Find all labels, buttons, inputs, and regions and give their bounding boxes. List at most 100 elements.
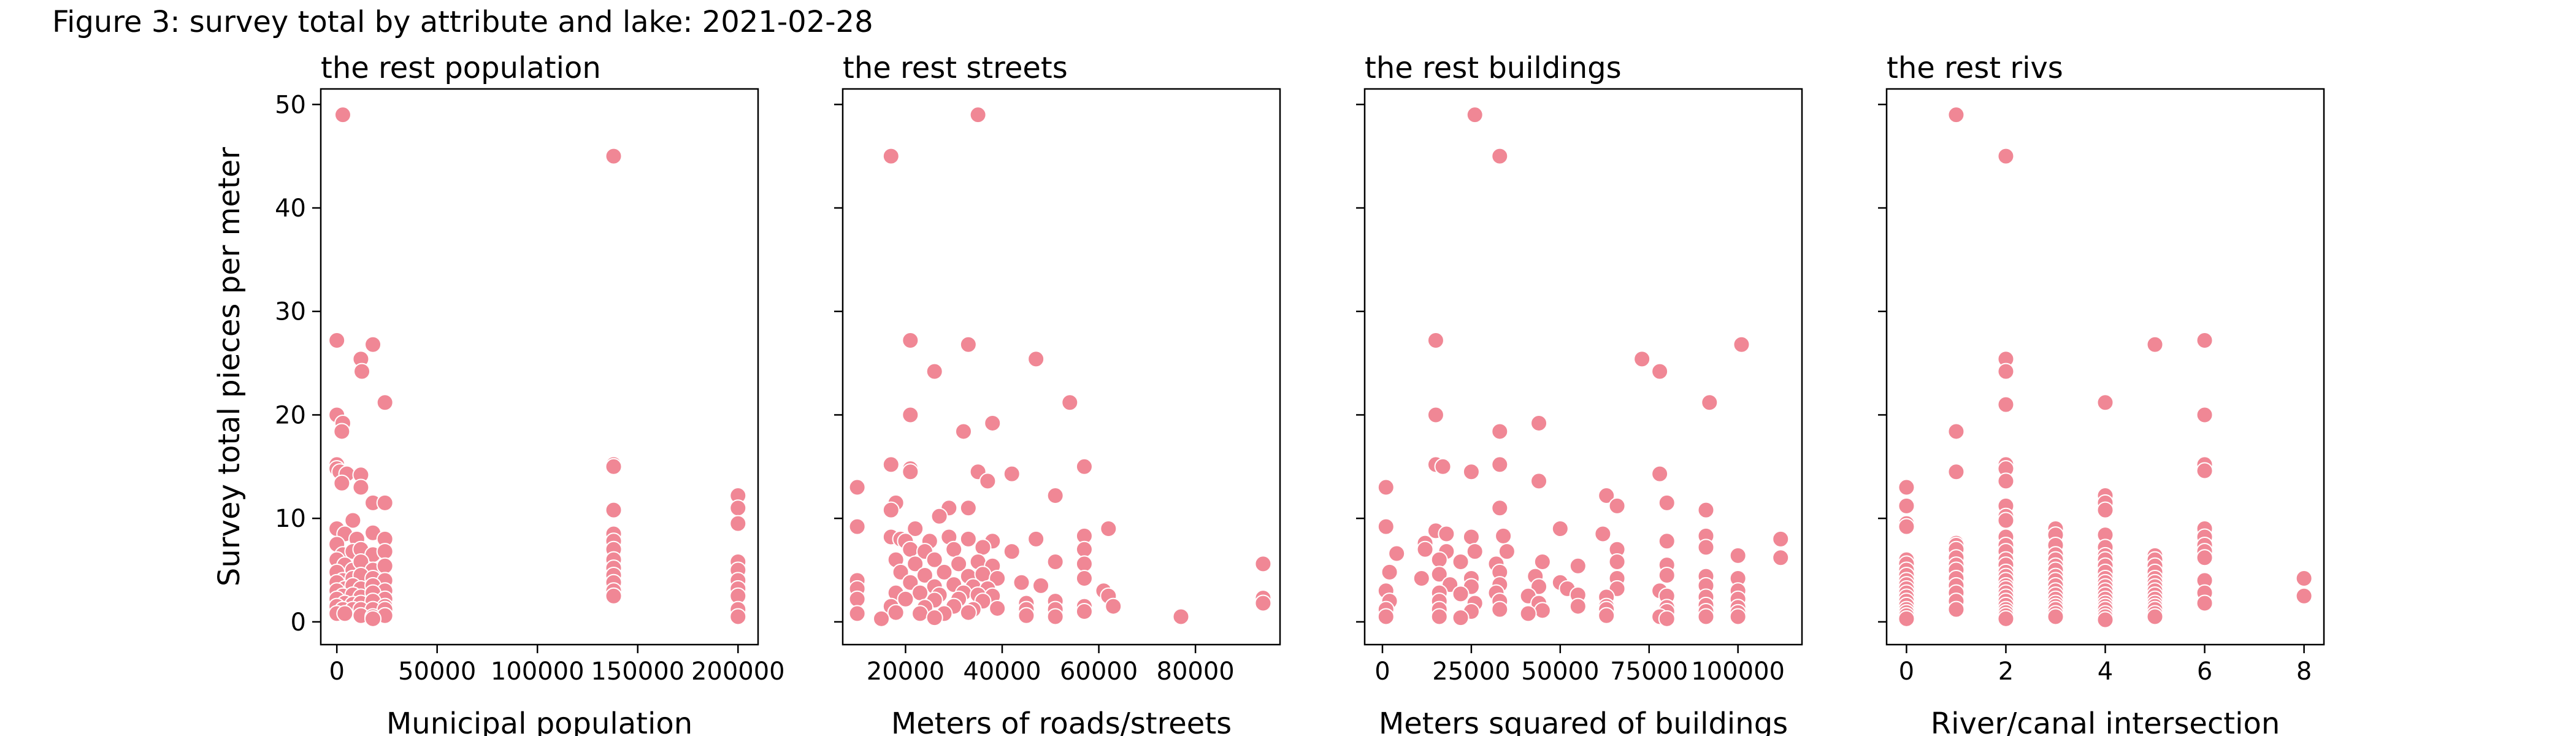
scatter-point: [1381, 563, 1398, 581]
scatter-point: [1003, 543, 1021, 561]
x-tick-label: 4: [2098, 657, 2113, 686]
scatter-point: [1430, 565, 1448, 583]
scatter-point: [1898, 497, 1915, 515]
scatter-point: [1046, 608, 1064, 626]
scatter-point: [1438, 525, 1455, 543]
scatter-point: [1377, 608, 1395, 626]
scatter-point: [882, 147, 900, 165]
x-tick-label: 25000: [1432, 657, 1510, 686]
x-tick-label: 100000: [1691, 657, 1785, 686]
scatter-point: [1598, 607, 1616, 624]
scatter-point: [930, 507, 948, 525]
scatter-point: [2146, 335, 2164, 353]
scatter-point: [1075, 458, 1093, 475]
x-axis-label-1: Municipal population: [386, 707, 692, 736]
scatter-point: [1997, 472, 2015, 490]
scatter-point: [352, 478, 370, 496]
scatter-point: [376, 543, 394, 561]
scatter-point: [1075, 540, 1093, 558]
scatter-point: [333, 474, 351, 492]
y-axis-label: Survey total pieces per meter: [212, 147, 247, 586]
scatter-point: [1533, 602, 1551, 619]
scatter-point: [1416, 540, 1434, 558]
scatter-point: [2196, 331, 2214, 349]
scatter-point: [911, 605, 929, 623]
scatter-point: [1898, 610, 1915, 627]
scatter-point: [2047, 608, 2064, 626]
x-tick-label: 50000: [1521, 657, 1599, 686]
scatter-point: [1498, 543, 1516, 561]
scatter-point: [1491, 499, 1509, 517]
scatter-point: [902, 540, 919, 558]
x-tick-label: 0: [329, 657, 344, 686]
x-tick-label: 2: [1998, 657, 2014, 686]
x-tick-label: 200000: [691, 657, 785, 686]
scatter-point: [887, 604, 905, 621]
y-tick-label: 10: [275, 505, 306, 533]
scatter-point: [1491, 456, 1509, 473]
scatter-point: [1519, 605, 1537, 623]
scatter-point: [1633, 350, 1651, 368]
scatter-point: [344, 512, 362, 529]
scatter-point: [911, 584, 929, 602]
scatter-point: [364, 610, 382, 627]
scatter-point: [1697, 608, 1715, 626]
scatter-point: [916, 566, 933, 584]
panel-title-4: the rest rivs: [1887, 51, 2063, 85]
scatter-point: [1947, 463, 1965, 481]
scatter-point: [605, 587, 623, 605]
scatter-point: [1569, 597, 1587, 615]
scatter-point: [2196, 462, 2214, 480]
scatter-point: [2295, 587, 2313, 605]
scatter-point: [1491, 423, 1509, 440]
scatter-point: [1003, 465, 1021, 483]
scatter-point: [1075, 570, 1093, 588]
y-tick-label: 30: [275, 298, 306, 326]
scatter-point: [989, 599, 1006, 617]
scatter-point: [902, 406, 919, 424]
scatter-point: [1172, 608, 1190, 626]
scatter-point: [1105, 597, 1122, 615]
scatter-point: [848, 590, 866, 608]
scatter-point: [1032, 577, 1050, 594]
scatter-point: [1551, 520, 1569, 538]
scatter-point: [1018, 607, 1035, 624]
scatter-point: [1427, 331, 1444, 349]
figure-title: Figure 3: survey total by attribute and …: [52, 5, 873, 39]
scatter-point: [1997, 512, 2015, 529]
scatter-point: [1530, 472, 1548, 490]
scatter-point: [1075, 603, 1093, 621]
x-tick-label: 80000: [1157, 657, 1235, 686]
scatter-point: [1697, 539, 1715, 556]
scatter-point: [926, 609, 943, 627]
scatter-point: [334, 106, 351, 124]
scatter-point: [1569, 557, 1587, 575]
scatter-point: [902, 463, 919, 481]
x-axis-label-2: Meters of roads/streets: [891, 707, 1232, 736]
scatter-point: [1100, 520, 1117, 538]
scatter-point: [1491, 600, 1509, 618]
scatter-point: [1530, 414, 1548, 432]
scatter-point: [1413, 570, 1430, 588]
scatter-point: [1452, 609, 1470, 627]
scatter-point: [1075, 555, 1093, 573]
scatter-point: [902, 331, 919, 349]
scatter-point: [1027, 350, 1045, 368]
scatter-point: [1608, 553, 1626, 571]
scatter-point: [1466, 106, 1484, 124]
scatter-point: [729, 515, 747, 532]
plot-frame-1: [320, 88, 759, 646]
scatter-point: [935, 563, 953, 581]
scatter-point: [979, 472, 997, 490]
scatter-point: [1658, 494, 1676, 512]
scatter-point: [873, 610, 891, 627]
scatter-point: [1898, 518, 1915, 535]
plot-frame-3: [1363, 88, 1803, 646]
scatter-point: [2096, 501, 2114, 519]
scatter-point: [1254, 555, 1272, 573]
scatter-point: [1427, 406, 1444, 424]
scatter-point: [1729, 608, 1747, 626]
scatter-point: [1898, 478, 1915, 496]
scatter-point: [959, 530, 977, 548]
